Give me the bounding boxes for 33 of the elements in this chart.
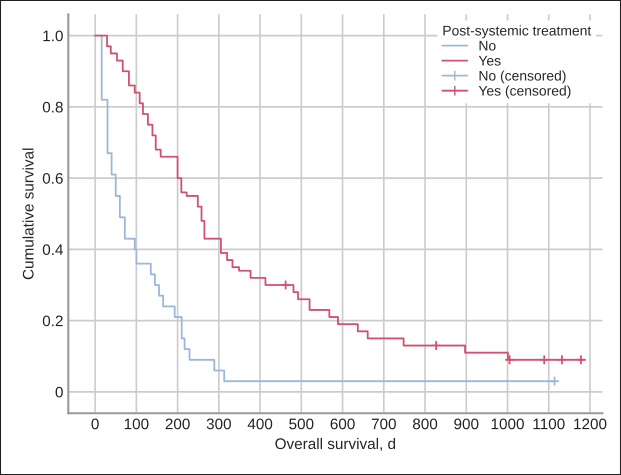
point xyxy=(576,354,586,366)
y-tick-label: 0.2 xyxy=(42,315,63,326)
legend-title: Post-systemic treatment xyxy=(443,25,592,38)
x-tick-label: 100 xyxy=(124,418,149,430)
x-tick-label: 600 xyxy=(330,418,355,430)
x-tick-label: 1000 xyxy=(492,418,524,430)
y-tick-label: 0.4 xyxy=(42,244,64,256)
x-tick-label: 500 xyxy=(289,418,314,430)
x-tick-label: 300 xyxy=(206,418,231,430)
legend-label: Yes (censored) xyxy=(478,85,570,98)
x-tick-label: 200 xyxy=(166,418,190,430)
point xyxy=(430,340,442,351)
x-tick-label: 700 xyxy=(372,418,396,430)
x-axis-title: Overall survival, d xyxy=(275,438,396,451)
y-axis-title: Cumulative survival xyxy=(22,148,34,280)
x-tick-label: 0 xyxy=(91,418,99,430)
legend-label: Yes xyxy=(478,56,501,66)
legend-label: No (censored) xyxy=(480,70,566,84)
point xyxy=(556,354,568,366)
x-tick-label: 1200 xyxy=(574,418,606,430)
point xyxy=(280,280,291,290)
point xyxy=(504,354,515,366)
x-tick-label: 400 xyxy=(248,418,272,430)
point xyxy=(538,354,550,366)
y-tick-label: 0.8 xyxy=(42,102,63,113)
y-tick-label: 0.6 xyxy=(42,172,63,184)
x-tick-label: 800 xyxy=(412,418,438,430)
x-tick-label: 1100 xyxy=(533,418,565,430)
x-tick-label: 900 xyxy=(454,418,478,430)
y-tick-label: 0 xyxy=(56,386,63,398)
y-tick-label: 1.0 xyxy=(43,30,63,42)
legend-label: No xyxy=(480,40,496,51)
point xyxy=(549,376,560,386)
